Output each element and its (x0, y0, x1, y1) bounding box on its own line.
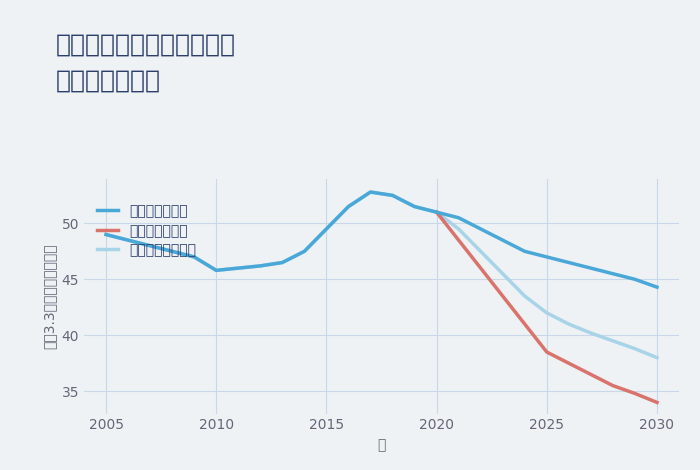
Line: グッドシナリオ: グッドシナリオ (106, 192, 657, 287)
グッドシナリオ (433, 209, 441, 215)
グッドシナリオ (498, 237, 507, 243)
グッドシナリオ (212, 267, 220, 273)
グッドシナリオ (521, 249, 529, 254)
ノーマルシナリオ (454, 226, 463, 232)
グッドシナリオ (410, 204, 419, 210)
グッドシナリオ (300, 249, 309, 254)
グッドシナリオ (256, 263, 265, 269)
バッドシナリオ (609, 383, 617, 388)
バッドシナリオ (587, 372, 595, 377)
ノーマルシナリオ (609, 338, 617, 344)
グッドシナリオ (609, 271, 617, 276)
グッドシナリオ (366, 189, 375, 195)
グッドシナリオ (631, 276, 639, 282)
ノーマルシナリオ (234, 265, 242, 271)
グッドシナリオ (124, 237, 132, 243)
バッドシナリオ (477, 265, 485, 271)
ノーマルシナリオ (124, 237, 132, 243)
バッドシナリオ (631, 391, 639, 396)
グッドシナリオ (102, 232, 110, 237)
ノーマルシナリオ (256, 263, 265, 269)
グッドシナリオ (278, 260, 286, 266)
バッドシナリオ (521, 321, 529, 327)
Line: ノーマルシナリオ: ノーマルシナリオ (106, 192, 657, 358)
Legend: グッドシナリオ, バッドシナリオ, ノーマルシナリオ: グッドシナリオ, バッドシナリオ, ノーマルシナリオ (97, 204, 196, 258)
グッドシナリオ (454, 215, 463, 220)
グッドシナリオ (190, 254, 198, 260)
ノーマルシナリオ (433, 209, 441, 215)
ノーマルシナリオ (300, 249, 309, 254)
グッドシナリオ (344, 204, 353, 210)
ノーマルシナリオ (587, 330, 595, 336)
グッドシナリオ (587, 265, 595, 271)
バッドシナリオ (433, 209, 441, 215)
グッドシナリオ (542, 254, 551, 260)
グッドシナリオ (146, 243, 154, 249)
ノーマルシナリオ (190, 254, 198, 260)
Text: 兵庫県西宮市名塩東久保の
土地の価格推移: 兵庫県西宮市名塩東久保の 土地の価格推移 (56, 33, 236, 92)
ノーマルシナリオ (631, 346, 639, 352)
ノーマルシナリオ (410, 204, 419, 210)
グッドシナリオ (389, 193, 397, 198)
ノーマルシナリオ (278, 260, 286, 266)
バッドシナリオ (542, 349, 551, 355)
バッドシナリオ (454, 237, 463, 243)
グッドシナリオ (565, 260, 573, 266)
ノーマルシナリオ (565, 321, 573, 327)
グッドシナリオ (653, 284, 662, 290)
ノーマルシナリオ (322, 226, 330, 232)
X-axis label: 年: 年 (377, 438, 386, 452)
Line: バッドシナリオ: バッドシナリオ (437, 212, 657, 402)
グッドシナリオ (234, 265, 242, 271)
バッドシナリオ (653, 400, 662, 405)
ノーマルシナリオ (498, 271, 507, 276)
グッドシナリオ (322, 226, 330, 232)
Y-axis label: 坪（3.3㎡）単価（万円）: 坪（3.3㎡）単価（万円） (42, 243, 56, 349)
ノーマルシナリオ (344, 204, 353, 210)
ノーマルシナリオ (542, 310, 551, 316)
バッドシナリオ (565, 360, 573, 366)
ノーマルシナリオ (477, 249, 485, 254)
ノーマルシナリオ (653, 355, 662, 360)
ノーマルシナリオ (212, 267, 220, 273)
グッドシナリオ (168, 249, 176, 254)
ノーマルシナリオ (168, 249, 176, 254)
バッドシナリオ (498, 293, 507, 299)
グッドシナリオ (477, 226, 485, 232)
ノーマルシナリオ (102, 232, 110, 237)
ノーマルシナリオ (521, 293, 529, 299)
ノーマルシナリオ (146, 243, 154, 249)
ノーマルシナリオ (366, 189, 375, 195)
ノーマルシナリオ (389, 193, 397, 198)
